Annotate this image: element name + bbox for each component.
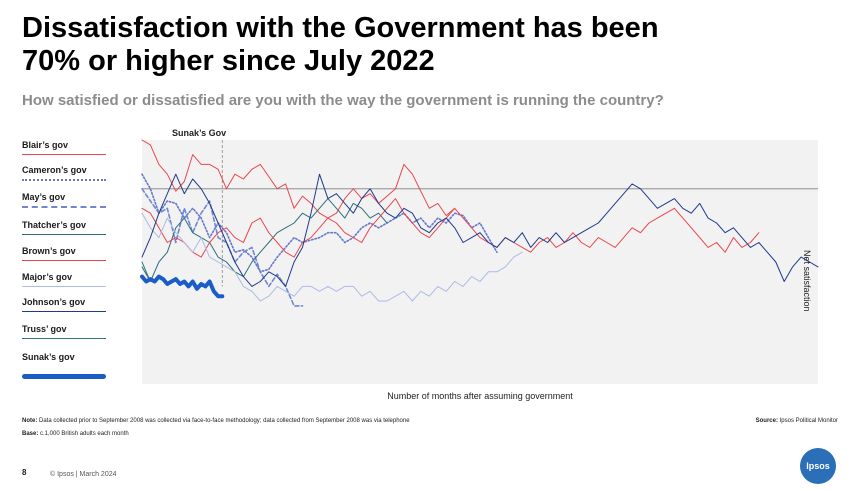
legend-label: Major’s gov xyxy=(22,272,73,282)
series-line xyxy=(141,173,819,287)
title-line-1: Dissatisfaction with the Government has … xyxy=(22,12,659,44)
base-label: Base: xyxy=(22,431,39,437)
legend-swatch xyxy=(22,338,106,339)
legend-label: Truss’ gov xyxy=(22,324,67,334)
legend-label: Johnson’s gov xyxy=(22,297,86,307)
methodology-note: Note: Data collected prior to September … xyxy=(22,418,410,424)
legend-item: Johnson’s gov xyxy=(22,297,108,321)
copyright-footer: © Ipsos | March 2024 xyxy=(50,471,117,478)
legend-swatch xyxy=(22,179,106,181)
x-axis-label: Number of months after assuming governme… xyxy=(387,391,573,401)
base-text: c.1,000 British adults each month xyxy=(38,431,129,437)
legend-swatch xyxy=(22,206,106,208)
legend-label: Blair’s gov xyxy=(22,140,69,150)
legend-item: Blair’s gov xyxy=(22,140,108,164)
y-axis-label: Net satisfaction xyxy=(802,250,812,312)
legend-item: Cameron’s gov xyxy=(22,165,108,189)
page-subtitle: How satisfied or dissatisfied are you wi… xyxy=(22,92,664,109)
legend-label: Brown’s gov xyxy=(22,246,76,256)
legend-item: Thatcher’s gov xyxy=(22,220,108,244)
legend-item: Truss’ gov xyxy=(22,324,108,348)
page-number: 8 xyxy=(22,468,27,477)
series-line xyxy=(141,212,523,302)
legend-swatch xyxy=(22,311,106,312)
series-line xyxy=(140,274,225,299)
title-line-2: 70% or higher since July 2022 xyxy=(22,45,435,77)
legend-label: Cameron’s gov xyxy=(22,165,87,175)
page-title: Dissatisfaction with the Government has … xyxy=(22,12,822,78)
legend-item: Sunak’s gov xyxy=(22,352,108,379)
series-line xyxy=(141,198,388,282)
legend-swatch xyxy=(22,286,106,287)
note-text: Data collected prior to September 2008 w… xyxy=(37,418,410,424)
series-line xyxy=(141,198,760,258)
series-line xyxy=(141,173,498,273)
source-note: Source: Ipsos Political Monitor xyxy=(756,418,838,424)
legend-label: Thatcher’s gov xyxy=(22,220,87,230)
legend-item: Brown’s gov xyxy=(22,246,108,270)
legend-swatch xyxy=(22,374,106,379)
source-label: Source: xyxy=(755,418,778,424)
legend-label: Sunak’s gov xyxy=(22,352,75,362)
series-line xyxy=(141,139,456,219)
ipsos-logo: Ipsos xyxy=(800,448,836,484)
note-label: Note: xyxy=(22,418,38,424)
legend-swatch xyxy=(22,154,106,155)
sunak-gov-marker-label: Sunak’s Gov xyxy=(172,128,227,138)
legend-label: May’s gov xyxy=(22,192,66,202)
base-note: Base: c.1,000 British adults each month xyxy=(22,431,129,437)
legend-swatch xyxy=(22,260,106,261)
legend-swatch xyxy=(22,234,106,235)
legend-item: May’s gov xyxy=(22,192,108,216)
legend-item: Major’s gov xyxy=(22,272,108,296)
source-text: Ipsos Political Monitor xyxy=(777,418,838,424)
